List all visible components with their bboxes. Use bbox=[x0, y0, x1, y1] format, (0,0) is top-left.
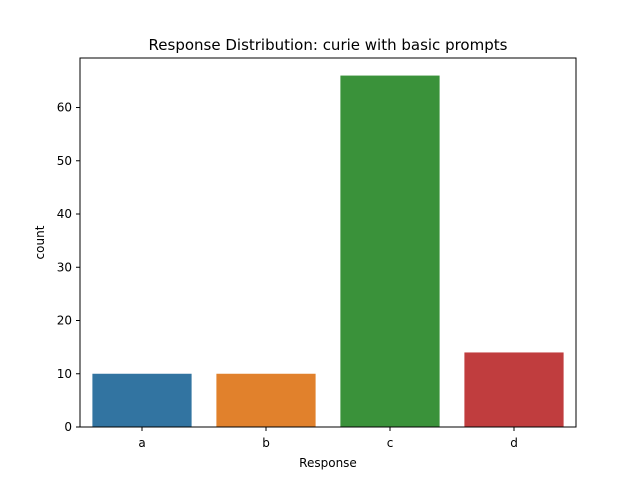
x-tick-label-a: a bbox=[138, 436, 145, 450]
bar-c bbox=[340, 75, 440, 428]
x-axis-label: Response bbox=[299, 456, 357, 470]
y-tick-label-0: 0 bbox=[64, 420, 72, 434]
chart-title: Response Distribution: curie with basic … bbox=[149, 36, 508, 54]
bar-d bbox=[464, 352, 564, 427]
y-tick-label-10: 10 bbox=[57, 367, 72, 381]
y-tick-label-30: 30 bbox=[57, 260, 72, 274]
y-axis-label: count bbox=[33, 225, 47, 259]
x-tick-label-d: d bbox=[510, 436, 518, 450]
plot-frame bbox=[79, 57, 577, 428]
x-tick-label-b: b bbox=[262, 436, 270, 450]
x-axis: a b c d bbox=[138, 427, 518, 450]
y-tick-label-50: 50 bbox=[57, 154, 72, 168]
bar-a bbox=[92, 373, 192, 427]
y-tick-label-20: 20 bbox=[57, 314, 72, 328]
x-tick-label-c: c bbox=[387, 436, 394, 450]
y-tick-label-40: 40 bbox=[57, 207, 72, 221]
y-tick-label-60: 60 bbox=[57, 101, 72, 115]
bars-layer bbox=[92, 75, 564, 428]
y-axis: 0 10 20 30 40 50 60 bbox=[57, 101, 80, 434]
bar-b bbox=[216, 373, 316, 427]
